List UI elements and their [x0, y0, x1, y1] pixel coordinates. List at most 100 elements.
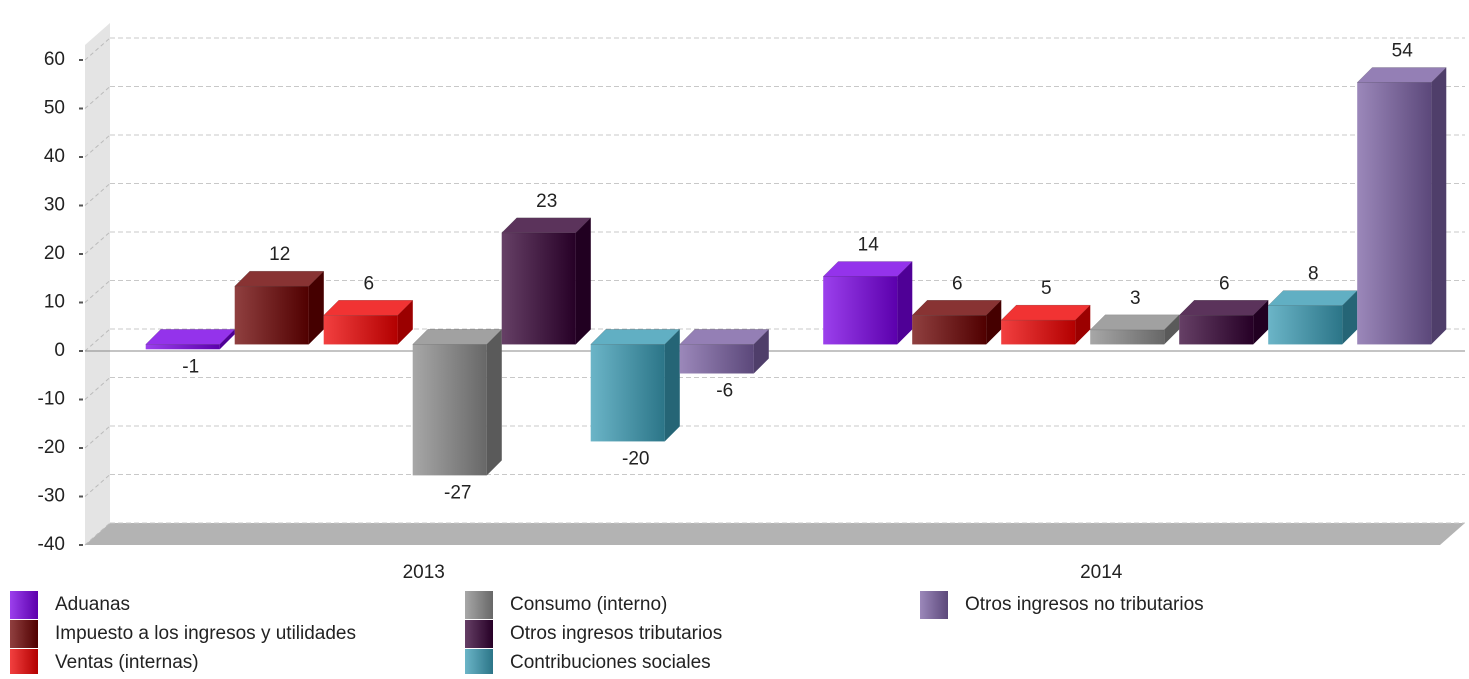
data-label: -27	[444, 482, 471, 503]
bar-side	[1164, 314, 1180, 345]
data-label: 23	[536, 191, 557, 212]
y-tick-label: -30	[38, 486, 65, 507]
legend-swatch-shade	[10, 591, 38, 619]
bar-shade	[145, 344, 220, 350]
legend-swatch-shade	[920, 591, 948, 619]
y-tick-label: 60	[44, 49, 65, 70]
bar-side	[219, 329, 235, 350]
legend-swatch-shade	[10, 620, 38, 648]
bar-side-dark	[897, 261, 913, 345]
y-tick-label: 20	[44, 243, 65, 264]
data-label: 6	[952, 273, 963, 294]
bar-side	[897, 261, 913, 345]
bar-side-dark	[486, 329, 502, 476]
data-label: 5	[1041, 278, 1052, 299]
grid-line	[84, 183, 111, 206]
bar-shade	[323, 315, 398, 345]
bar-shade	[1090, 329, 1165, 345]
bar-top-light	[1268, 290, 1358, 306]
bar-side-dark	[1431, 67, 1447, 345]
bar-side-dark	[753, 329, 769, 374]
y-tick-label: 40	[44, 146, 65, 167]
bar-side	[664, 329, 680, 442]
data-label: 12	[269, 244, 290, 265]
data-label: 14	[858, 235, 880, 256]
data-label: 6	[1219, 273, 1230, 294]
bar-side	[1075, 305, 1091, 345]
grid-line	[84, 328, 111, 352]
data-label: 6	[363, 273, 374, 294]
data-label: 3	[1130, 288, 1141, 309]
data-label: -20	[622, 448, 649, 469]
bar-top-light	[234, 271, 324, 287]
x-tick-label: 2014	[1080, 562, 1123, 583]
bar-top-light	[679, 329, 769, 345]
bar-top-light	[412, 329, 502, 345]
data-label: 8	[1308, 264, 1319, 285]
legend-label: Otros ingresos no tributarios	[965, 594, 1204, 615]
bar-top-light	[912, 300, 1002, 316]
legend-swatch-shade	[10, 649, 38, 677]
bar-side-dark	[219, 329, 235, 350]
bar-side	[397, 300, 413, 345]
legend-label: Consumo (interno)	[510, 594, 667, 615]
bar-shade	[912, 315, 987, 345]
bar-side-dark	[397, 300, 413, 345]
bar-shade	[412, 344, 487, 476]
grid-line	[84, 377, 111, 400]
y-tick-label: 50	[44, 98, 65, 119]
bar-side-dark	[664, 329, 680, 442]
grid-line	[84, 86, 111, 109]
bar-side	[1342, 290, 1358, 345]
bar-shade	[679, 344, 754, 374]
bar-top-light	[823, 261, 913, 277]
bar-side-dark	[1342, 290, 1358, 345]
bar-side	[1431, 67, 1447, 345]
bar-top-light	[1090, 314, 1180, 330]
bar-side	[486, 329, 502, 476]
grid-line	[84, 231, 111, 255]
y-tick-label: -40	[38, 534, 65, 555]
bar-top-light	[1001, 305, 1091, 321]
y-tick-label: 0	[54, 340, 65, 361]
bar-shade	[1357, 82, 1432, 345]
bar-shade	[1179, 315, 1254, 345]
grid-line	[84, 425, 111, 449]
grid-line	[84, 37, 111, 61]
legend-swatch-shade	[465, 620, 493, 648]
bar-side-dark	[1253, 300, 1269, 345]
bar-shade	[501, 232, 576, 345]
y-tick-label: 10	[44, 292, 65, 313]
bar-shade	[823, 276, 898, 345]
bar-side-dark	[986, 300, 1002, 345]
y-tick-label: -20	[38, 437, 65, 458]
bar-top-light	[590, 329, 680, 345]
y-tick-label: -10	[38, 389, 65, 410]
bar-side-dark	[1075, 305, 1091, 345]
floor	[85, 523, 1465, 545]
bar-shade	[234, 286, 309, 345]
grid-line	[84, 474, 111, 497]
legend-label: Aduanas	[55, 594, 130, 615]
grid-line	[84, 280, 111, 303]
bar-top-light	[1179, 300, 1269, 316]
bar-side	[308, 271, 324, 345]
bar-top-light	[501, 217, 591, 233]
left-wall	[85, 23, 110, 545]
legend-label: Contribuciones sociales	[510, 652, 711, 673]
legend-label: Otros ingresos tributarios	[510, 623, 722, 644]
grid-line	[84, 522, 111, 546]
bar-shade	[1001, 320, 1076, 345]
legend-label: Ventas (internas)	[55, 652, 199, 673]
bar-side-dark	[575, 217, 591, 345]
legend-swatch-shade	[465, 649, 493, 677]
legend-label: Impuesto a los ingresos y utilidades	[55, 623, 356, 644]
bar-side-dark	[308, 271, 324, 345]
data-label: -1	[182, 356, 199, 377]
bar-side	[986, 300, 1002, 345]
bar-side	[1253, 300, 1269, 345]
bar-top-light	[1357, 67, 1447, 83]
bar-top-light	[145, 329, 235, 345]
data-label: -6	[716, 381, 733, 402]
